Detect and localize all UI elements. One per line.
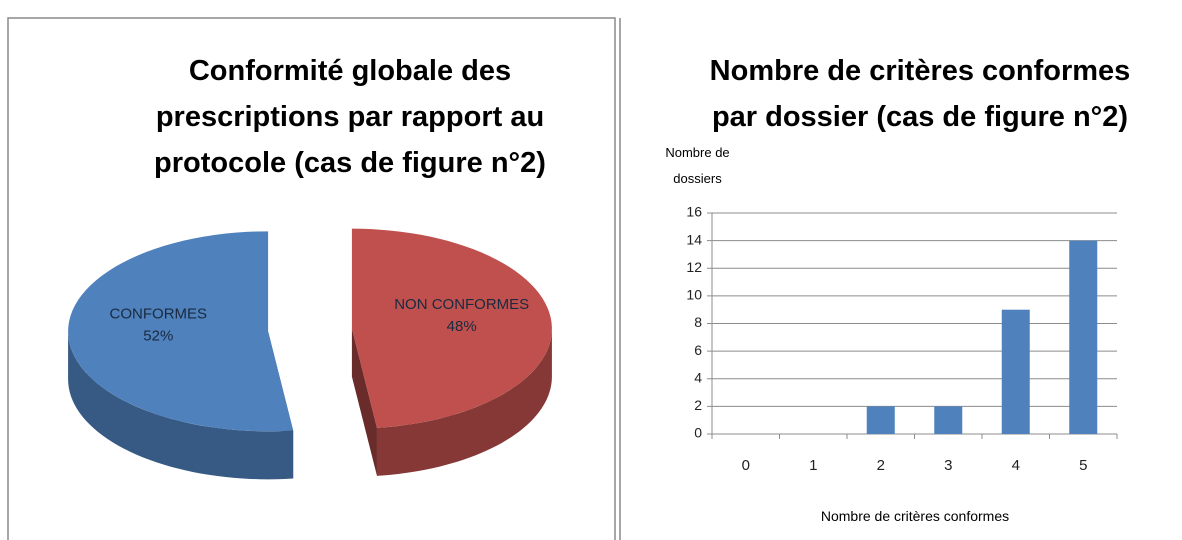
x-tick-label: 2	[877, 457, 885, 474]
bar	[1069, 240, 1098, 434]
bar	[866, 406, 895, 434]
slice-label: NON CONFORMES	[394, 296, 529, 313]
bar	[934, 406, 963, 434]
pie-slice	[68, 231, 294, 480]
x-tick-label: 1	[809, 457, 817, 474]
y-tick-label: 14	[686, 231, 702, 247]
slice-value-label: 48%	[447, 318, 477, 335]
slice-value-label: 52%	[143, 328, 173, 345]
bar	[1001, 309, 1030, 434]
x-tick-label: 3	[944, 457, 952, 474]
y-tick-label: 10	[686, 287, 702, 303]
x-tick-label: 5	[1079, 457, 1087, 474]
slice-label: CONFORMES	[110, 306, 208, 323]
slice-top	[68, 231, 294, 432]
y-axis-label: Nombre de dossiers	[665, 145, 730, 186]
pie-slice	[351, 228, 552, 476]
pie-panel	[7, 17, 616, 540]
slice-wall	[68, 331, 294, 480]
y-tick-label: 2	[694, 397, 702, 413]
slice-wall	[376, 328, 552, 476]
y-tick-label: 12	[686, 259, 702, 275]
y-tick-label: 0	[694, 425, 702, 441]
x-tick-label: 4	[1012, 457, 1020, 474]
y-tick-label: 6	[694, 342, 702, 358]
x-tick-label: 0	[742, 457, 750, 474]
y-tick-label: 4	[694, 369, 702, 385]
bar-title: Nombre de critères conformes par dossier…	[709, 55, 1131, 133]
slice-top	[351, 228, 552, 428]
pie-title: Conformité globale des prescriptions par…	[154, 55, 546, 179]
x-axis-label: Nombre de critères conformes	[820, 508, 1010, 524]
y-tick-label: 8	[694, 314, 702, 330]
slice-face	[351, 328, 377, 476]
y-tick-label: 16	[686, 204, 702, 220]
